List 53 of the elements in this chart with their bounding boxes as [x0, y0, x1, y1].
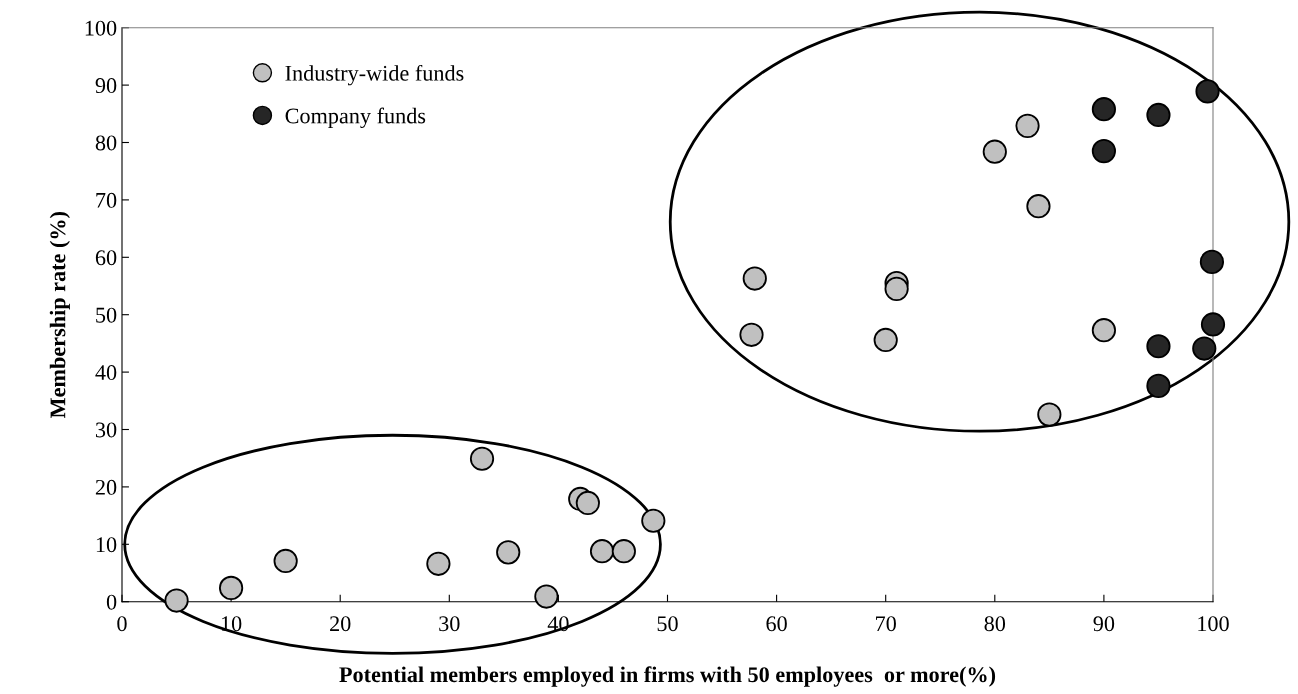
y-axis-title: Membership rate (%) — [49, 212, 70, 418]
x-tick-label: 80 — [984, 616, 1006, 632]
point — [469, 446, 495, 471]
y-tick-label: 100 — [85, 20, 117, 36]
point — [873, 327, 898, 353]
point — [1192, 336, 1217, 361]
point — [611, 539, 636, 564]
y-tick-label: 40 — [95, 365, 117, 381]
x-axis-title: Potential members employed in firms with 50 employees or more(%) — [339, 666, 996, 687]
point — [496, 540, 521, 565]
x-tick-label: 70 — [876, 616, 896, 632]
point — [1091, 139, 1117, 164]
point — [1146, 373, 1171, 398]
point — [534, 584, 559, 609]
point — [982, 139, 1007, 164]
point — [164, 588, 189, 613]
point — [218, 575, 244, 601]
point — [1200, 312, 1226, 337]
y-tick-label: 0 — [106, 594, 117, 610]
x-tick-label: 20 — [330, 616, 351, 632]
point — [1015, 113, 1040, 138]
legend-label: Industry-wide funds — [285, 64, 464, 86]
point — [641, 508, 666, 533]
x-tick-label: 0 — [117, 616, 127, 632]
y-tick-label: 30 — [95, 422, 117, 438]
x-tick-label: 90 — [1093, 616, 1115, 632]
y-tick-label: 70 — [96, 192, 117, 208]
point — [1026, 194, 1051, 219]
point — [1146, 102, 1171, 128]
point — [426, 551, 451, 576]
y-tick-label: 10 — [96, 537, 117, 553]
point — [884, 276, 909, 301]
point — [1091, 97, 1117, 122]
point — [742, 266, 767, 291]
y-tick-label: 80 — [95, 135, 117, 151]
legend-label: Company funds — [285, 107, 426, 129]
point — [1037, 402, 1062, 427]
y-tick-label: 50 — [96, 307, 117, 323]
point — [575, 490, 600, 516]
point — [1199, 249, 1225, 274]
point — [1146, 334, 1171, 359]
point — [1091, 318, 1117, 343]
point — [1195, 79, 1220, 104]
point — [739, 322, 764, 347]
x-tick-label: 60 — [766, 616, 787, 632]
y-tick-label: 60 — [95, 250, 117, 266]
x-tick-label: 100 — [1198, 616, 1229, 632]
x-tick-label: 50 — [657, 616, 678, 632]
y-tick-label: 20 — [95, 479, 117, 495]
x-tick-label: 30 — [439, 616, 460, 632]
y-tick-label: 90 — [95, 78, 117, 94]
point — [273, 548, 298, 574]
point — [589, 539, 615, 564]
